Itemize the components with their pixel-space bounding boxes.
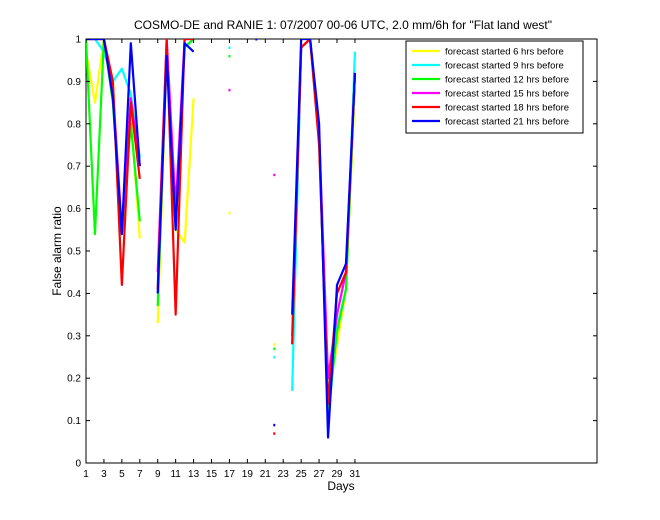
- x-tick-label: 29: [331, 469, 343, 480]
- x-tick-label: 5: [119, 469, 125, 480]
- data-point: [255, 39, 258, 41]
- y-tick-label: 0.1: [67, 416, 81, 427]
- data-point: [273, 432, 276, 435]
- series-layer: [86, 39, 357, 439]
- legend-label: forecast started 15 hrs before: [445, 89, 569, 100]
- y-tick-label: 0.9: [67, 77, 81, 88]
- legend-label: forecast started 12 hrs before: [445, 75, 569, 86]
- y-axis-label: False alarm ratio: [50, 206, 64, 296]
- data-point: [228, 211, 231, 215]
- x-tick-label: 23: [278, 469, 290, 480]
- data-point: [228, 88, 231, 92]
- data-point: [273, 343, 276, 346]
- y-tick-label: 0.3: [67, 331, 81, 342]
- y-tick-label: 0: [75, 459, 81, 470]
- data-point: [273, 423, 276, 427]
- y-tick-label: 0.7: [67, 162, 81, 173]
- x-tick-label: 1: [83, 469, 89, 480]
- data-point: [273, 173, 276, 177]
- x-tick-label: 31: [349, 469, 361, 480]
- x-tick-label: 7: [137, 469, 143, 480]
- y-tick-label: 0.6: [67, 204, 81, 215]
- legend-label: forecast started 6 hrs before: [445, 47, 564, 58]
- legend-label: forecast started 18 hrs before: [445, 103, 569, 114]
- series-line-segment: [86, 39, 141, 287]
- data-point: [273, 356, 276, 359]
- data-point: [228, 46, 231, 49]
- x-tick-label: 17: [224, 469, 236, 480]
- x-tick-label: 21: [260, 469, 272, 480]
- y-tick-label: 0.5: [67, 247, 81, 258]
- x-tick-label: 9: [155, 469, 161, 480]
- x-axis-label: Days: [327, 479, 354, 493]
- x-tick-label: 27: [314, 469, 326, 480]
- chart-title: COSMO-DE and RANIE 1: 07/2007 00-06 UTC,…: [134, 18, 552, 32]
- series-line-segment: [86, 39, 141, 236]
- legend-box: [405, 40, 584, 134]
- legend-label: forecast started 21 hrs before: [445, 117, 569, 128]
- x-tick-label: 13: [188, 469, 200, 480]
- y-tick-label: 0.2: [67, 374, 81, 385]
- y-tick-label: 1: [75, 35, 81, 46]
- axis-ticks: 1 3 5 7 9 11 13 15 17 19 21 23 25 27 29 3100.10.20.30.4…: [67, 35, 597, 480]
- series-line-segment: [291, 39, 357, 439]
- legend: forecast started 6 hrs before forecast st…: [405, 40, 584, 134]
- series-6: [86, 39, 357, 439]
- series-line-segment: [156, 42, 195, 294]
- data-point: [273, 347, 276, 351]
- data-point: [228, 54, 231, 58]
- x-tick-label: 3: [101, 469, 107, 480]
- legend-label: forecast started 9 hrs before: [445, 61, 564, 72]
- x-tick-label: 25: [296, 469, 308, 480]
- x-tick-label: 11: [170, 469, 181, 480]
- x-tick-label: 15: [206, 469, 218, 480]
- y-tick-label: 0.4: [67, 289, 81, 300]
- x-tick-label: 19: [242, 469, 254, 480]
- y-tick-label: 0.8: [67, 119, 81, 130]
